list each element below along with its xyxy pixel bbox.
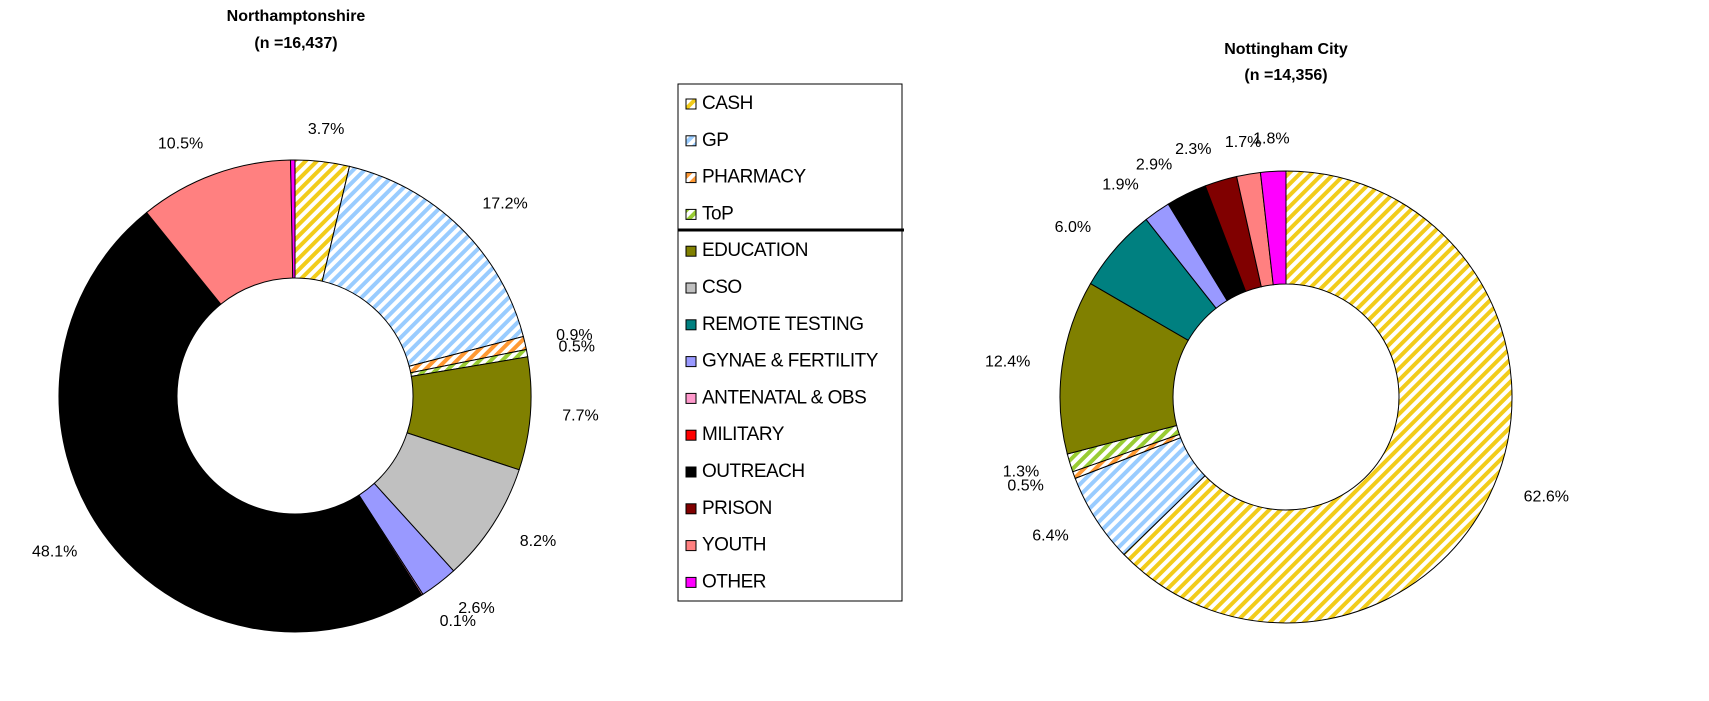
data-label: 7.7%: [562, 407, 598, 424]
legend-swatch: [685, 540, 697, 552]
legend-swatch: [685, 429, 697, 441]
legend-label: PRISON: [702, 498, 772, 519]
legend-label: GP: [702, 130, 728, 151]
data-label: 2.9%: [1136, 157, 1172, 174]
data-label: 8.2%: [520, 533, 556, 550]
data-label: 48.1%: [32, 544, 77, 561]
legend-label: CSO: [702, 277, 742, 298]
slice: [290, 159, 296, 279]
chart-title: Northamptonshire: [227, 8, 366, 25]
legend-swatch: [685, 245, 697, 257]
legend-label: EDUCATION: [702, 240, 808, 261]
chart-title: Nottingham City: [1224, 41, 1348, 58]
legend-label: ToP: [702, 203, 733, 224]
data-label: 2.6%: [458, 600, 494, 617]
data-label: 0.9%: [556, 327, 592, 344]
legend-swatch: [685, 208, 697, 220]
data-label: 0.5%: [559, 339, 595, 356]
data-label: 1.8%: [1253, 131, 1289, 148]
legend-label: ANTENATAL & OBS: [702, 387, 866, 408]
legend-swatch: [685, 319, 697, 331]
legend-swatch: [685, 466, 697, 478]
legend-box: [677, 83, 903, 602]
chart-subtitle: (n =14,356): [1244, 67, 1327, 84]
legend-swatch: [685, 392, 697, 404]
data-label: 3.7%: [308, 121, 344, 138]
chart-subtitle: (n =16,437): [254, 35, 337, 52]
slice: [58, 211, 423, 633]
slice: [1123, 170, 1513, 624]
legend-swatch: [685, 172, 697, 184]
legend-label: GYNAE & FERTILITY: [702, 351, 879, 372]
data-label: 0.5%: [1007, 477, 1043, 494]
legend-swatch: [685, 135, 697, 147]
data-label: 1.7%: [1225, 134, 1261, 151]
data-label: 10.5%: [158, 135, 203, 152]
legend-label: MILITARY: [702, 424, 785, 445]
data-label: 0.1%: [440, 613, 476, 630]
slice: [321, 165, 524, 367]
slice: [1059, 282, 1189, 455]
legend-swatch: [685, 282, 697, 294]
data-label: 1.3%: [1003, 463, 1039, 480]
legend-label: OTHER: [702, 571, 766, 592]
legend-label: YOUTH: [702, 535, 766, 556]
legend-swatch: [685, 356, 697, 368]
data-label: 62.6%: [1524, 489, 1569, 506]
slice: [1259, 170, 1287, 286]
data-label: 1.9%: [1102, 176, 1138, 193]
data-label: 6.4%: [1032, 527, 1068, 544]
legend-swatch: [685, 576, 697, 588]
legend-label: PHARMACY: [702, 167, 807, 188]
legend-swatch: [685, 98, 697, 110]
legend-label: OUTREACH: [702, 461, 805, 482]
data-label: 2.3%: [1175, 141, 1211, 158]
legend-swatch: [685, 503, 697, 515]
data-label: 12.4%: [985, 353, 1030, 370]
data-label: 6.0%: [1055, 219, 1091, 236]
data-label: 17.2%: [482, 196, 527, 213]
legend-label: REMOTE TESTING: [702, 314, 864, 335]
legend-label: CASH: [702, 93, 753, 114]
